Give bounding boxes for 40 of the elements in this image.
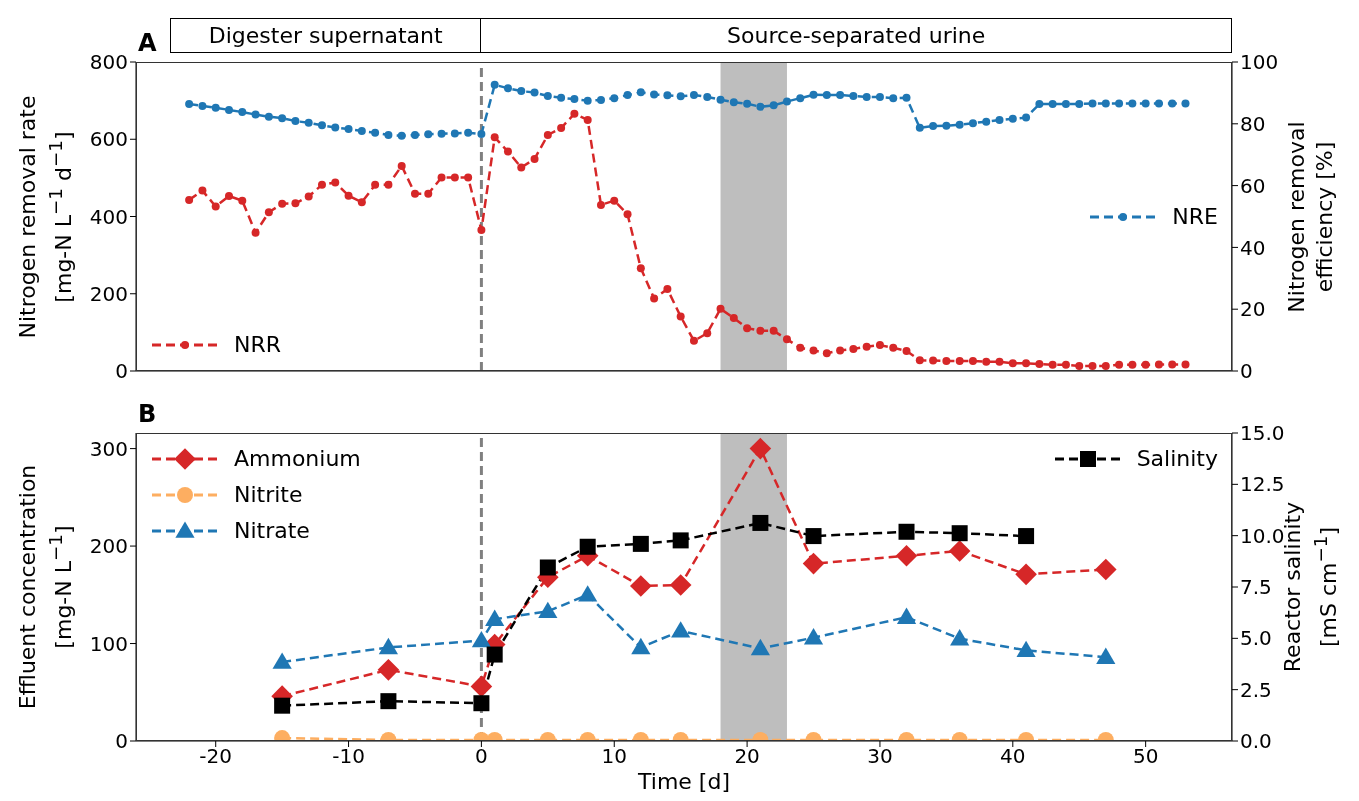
y2-axis-title: Nitrogen removal efficiency [%] — [1283, 120, 1338, 313]
legend-label: Ammonium — [234, 445, 361, 473]
x-tick-label: 40 — [1000, 744, 1026, 769]
y-tick-label: 600 — [89, 127, 128, 152]
y-tick-label: 100 — [89, 631, 128, 656]
y2-tick-label: 60 — [1240, 173, 1266, 198]
y-tick-label: 800 — [89, 50, 128, 75]
y2-tick-label: 15.0 — [1240, 421, 1285, 446]
x-tick-label: 50 — [1132, 744, 1159, 769]
y-tick-label: 300 — [89, 436, 128, 461]
x-tick-label: 20 — [734, 744, 760, 769]
y2-tick-label: 0.0 — [1240, 729, 1272, 754]
chart-title: B — [138, 399, 157, 429]
legend-label: NRR — [234, 331, 282, 359]
y2-tick-label: 80 — [1240, 111, 1266, 136]
y2-tick-label: 12.5 — [1240, 472, 1285, 497]
y2-tick-label: 2.5 — [1240, 677, 1272, 702]
y2-tick-label: 20 — [1240, 297, 1266, 322]
y-tick-label: 0 — [115, 359, 128, 384]
x-axis-title: Time [d] — [638, 769, 730, 794]
y2-tick-label: 100 — [1240, 50, 1279, 75]
text: Digester supernatant — [208, 23, 443, 48]
legend-label: Nitrate — [234, 517, 310, 545]
y2-tick-label: 5.0 — [1240, 626, 1272, 651]
legend-label: Nitrite — [234, 481, 303, 509]
chart-title: A — [138, 28, 157, 58]
y-tick-label: 200 — [89, 281, 128, 306]
y-tick-label: 200 — [89, 534, 128, 559]
x-tick-label: 30 — [867, 744, 893, 769]
x-tick-label: 10 — [601, 744, 627, 769]
y2-tick-label: 0 — [1240, 359, 1253, 384]
x-tick-label: 0 — [475, 744, 488, 769]
legend-label: Salinity — [1136, 445, 1218, 473]
source-note: Source-separated urine — [727, 23, 986, 48]
x-tick-label: -20 — [199, 744, 233, 769]
legend-label: NRE — [1172, 202, 1218, 231]
y-tick-label: 400 — [89, 204, 128, 229]
x-tick-label: -10 — [332, 744, 365, 769]
y2-tick-label: 7.5 — [1240, 575, 1272, 600]
y2-tick-label: 40 — [1240, 235, 1266, 260]
